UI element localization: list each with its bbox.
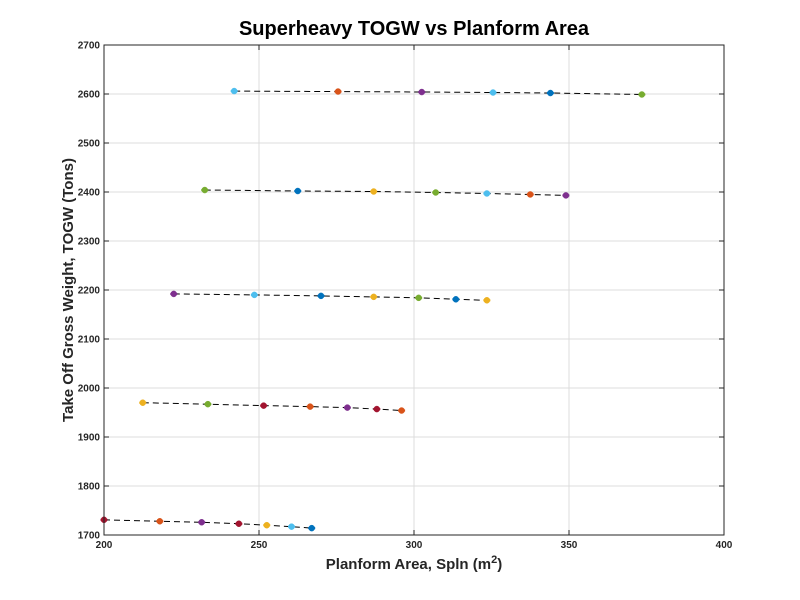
- x-axis-label-text: Planform Area, Spln (m: [326, 556, 491, 573]
- y-tick-label: 2000: [78, 384, 101, 395]
- series-4-point-5: [483, 190, 491, 197]
- series-2-point-1: [139, 399, 146, 406]
- series-2-point-2: [204, 400, 212, 408]
- series-5-point-2: [334, 88, 342, 95]
- series-3-point-6: [452, 296, 460, 303]
- series-1-point-7: [308, 524, 315, 532]
- series-5-line: [234, 90, 642, 95]
- series-1-point-6: [288, 523, 295, 530]
- y-axis-label: Take Off Gross Weight, TOGW (Tons): [60, 158, 77, 422]
- series-2-point-3: [260, 402, 267, 409]
- series-4-point-4: [432, 189, 439, 196]
- x-tick-label: 350: [561, 540, 578, 551]
- y-tick-label: 1900: [78, 433, 101, 444]
- series-1-point-3: [198, 519, 205, 526]
- x-tick-label: 300: [406, 540, 423, 551]
- series-1-point-2: [156, 518, 164, 525]
- y-tick-label: 2100: [78, 335, 101, 346]
- y-tick-label: 1700: [78, 531, 101, 542]
- axis-ticks: [103, 44, 725, 536]
- x-tick-label: 400: [716, 540, 733, 551]
- series-2-point-6: [373, 405, 381, 413]
- series-5-point-3: [418, 88, 425, 96]
- y-tick-label: 1800: [78, 482, 101, 493]
- chart-title: Superheavy TOGW vs Planform Area: [239, 18, 590, 40]
- x-axis-label-close: ): [497, 556, 502, 573]
- series-2-point-5: [344, 404, 351, 411]
- grid-lines: [104, 45, 724, 535]
- series-4-point-3: [370, 188, 377, 195]
- series-3-point-2: [251, 291, 258, 299]
- x-tick-label: 250: [251, 540, 268, 551]
- series-3-point-5: [415, 294, 422, 302]
- series-4-point-6: [527, 191, 534, 198]
- series-5-point-1: [230, 87, 238, 95]
- x-tick-label: 200: [96, 540, 113, 551]
- y-tick-label: 2300: [78, 237, 101, 248]
- series-2-point-4: [306, 403, 314, 410]
- x-tick-labels: 200 250 300 350 400: [96, 540, 733, 551]
- x-axis-label: Planform Area, Spln (m2): [326, 554, 502, 573]
- series-5-point-4: [489, 89, 497, 96]
- series-5-point-5: [547, 89, 554, 97]
- series-4-point-7: [562, 192, 570, 199]
- y-tick-label: 2400: [78, 188, 101, 199]
- series-1-point-4: [235, 520, 243, 527]
- y-tick-label: 2500: [78, 139, 101, 150]
- series-3-point-7: [483, 297, 491, 304]
- series-1-point-5: [263, 521, 270, 529]
- series-3-point-3: [317, 292, 325, 300]
- series-2-point-7: [398, 407, 405, 414]
- series-4-point-1: [201, 186, 208, 194]
- series-3-point-4: [370, 293, 377, 301]
- series-5-point-6: [638, 91, 646, 98]
- y-tick-label: 2600: [78, 90, 101, 101]
- y-tick-label: 2700: [78, 41, 101, 52]
- x-axis-label-superscript: 2: [491, 554, 497, 566]
- series-4-point-2: [294, 187, 301, 195]
- y-tick-label: 2200: [78, 286, 101, 297]
- y-tick-labels: 1700 1800 1900 2000 2100 2200 2300 2400 2500 2600…: [78, 41, 101, 542]
- series-3-point-1: [170, 290, 177, 298]
